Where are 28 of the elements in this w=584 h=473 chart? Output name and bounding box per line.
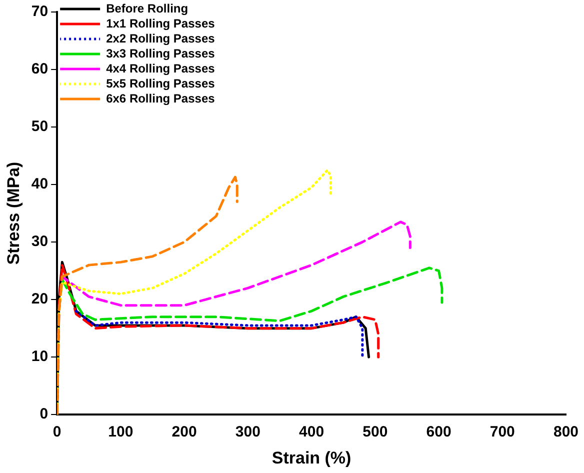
- y-tick-label: 20: [31, 290, 48, 308]
- y-tick-label: 0: [40, 406, 48, 423]
- x-tick-label: 400: [299, 424, 324, 441]
- x-tick-label: 800: [553, 424, 579, 441]
- x-tick-label: 500: [362, 424, 388, 441]
- x-axis-title: Strain (%): [272, 448, 352, 468]
- legend-label: 6x6 Rolling Passes: [106, 91, 216, 106]
- legend-label: 2x2 Rolling Passes: [106, 31, 216, 46]
- legend-label: 5x5 Rolling Passes: [106, 76, 216, 90]
- legend-label: 4x4 Rolling Passes: [106, 61, 216, 76]
- y-tick-label: 10: [31, 348, 48, 366]
- y-tick-label: 60: [31, 60, 48, 78]
- y-tick-label: 70: [31, 3, 48, 20]
- y-tick-label: 40: [31, 176, 48, 193]
- legend-label: 3x3 Rolling Passes: [106, 46, 216, 60]
- y-axis-title: Stress (MPa): [4, 162, 23, 265]
- x-tick-label: 300: [235, 424, 260, 441]
- y-tick-label: 50: [31, 118, 48, 136]
- x-tick-label: 700: [490, 424, 515, 441]
- legend-label: 1x1 Rolling Passes: [106, 16, 216, 30]
- y-tick-label: 30: [31, 233, 48, 250]
- legend-label: Before Rolling: [106, 1, 188, 16]
- x-tick-label: 0: [52, 424, 62, 441]
- x-tick-label: 100: [108, 424, 134, 441]
- x-tick-label: 200: [172, 424, 197, 441]
- line-series: [57, 176, 238, 415]
- x-tick-label: 600: [426, 424, 452, 441]
- line-series: [74, 310, 364, 358]
